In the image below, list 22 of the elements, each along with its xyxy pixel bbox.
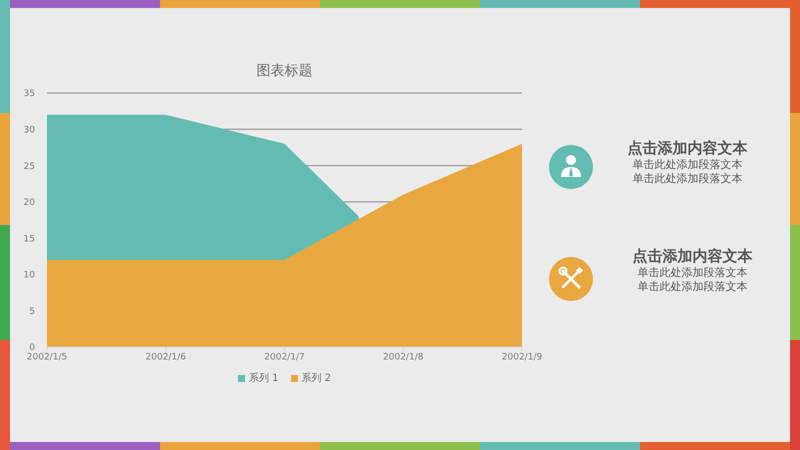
x-tick-label: 2002/1/5 [26,352,68,362]
x-tick-label: 2002/1/6 [146,352,186,362]
text: 点击添加内容文本 [632,247,754,266]
y-tick-label: 15 [24,234,35,244]
text: 单击此处添加段落文本 [632,158,744,172]
text: 单击此处添加段落文本 [636,266,748,280]
y-tick-label: 35 [24,89,35,100]
y-tick-label: 0 [29,343,36,354]
x-tick-label: 2002/1/8 [383,352,424,362]
text: 点击添加内容文本 [626,139,748,158]
text: 单击此处添加段落文本 [632,172,744,186]
y-tick-label: 20 [24,198,36,208]
chart-title: 图表标题 [256,62,314,80]
y-tick-label: 10 [24,270,36,281]
y-tick-label: 25 [24,162,35,172]
y-tick-label: 5 [29,306,35,317]
y-tick-label: 30 [24,125,36,136]
legend-label: 系列 2 [302,372,332,385]
legend-label: 系列 1 [248,372,278,385]
x-tick-label: 2002/1/9 [502,352,542,362]
text: 单击此处添加段落文本 [636,280,748,294]
x-tick-label: 2002/1/7 [264,352,305,362]
